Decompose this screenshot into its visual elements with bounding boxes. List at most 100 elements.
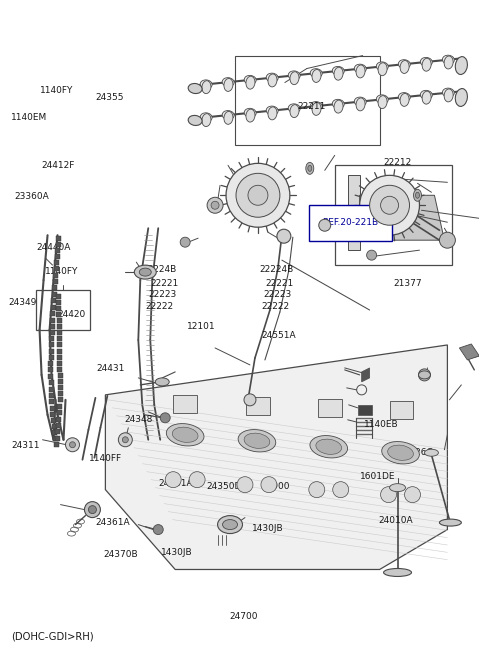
- Bar: [54, 267, 59, 271]
- Bar: [36, 290, 90, 330]
- Circle shape: [439, 233, 456, 248]
- Ellipse shape: [376, 62, 388, 71]
- Bar: [53, 436, 58, 441]
- Ellipse shape: [310, 102, 322, 111]
- Ellipse shape: [444, 89, 453, 102]
- Bar: [51, 305, 56, 310]
- Bar: [58, 391, 63, 396]
- Circle shape: [405, 487, 420, 502]
- Circle shape: [189, 472, 205, 488]
- Bar: [56, 293, 61, 299]
- Ellipse shape: [398, 92, 410, 102]
- Bar: [49, 348, 54, 354]
- Ellipse shape: [422, 58, 431, 71]
- Bar: [235, 56, 380, 145]
- Ellipse shape: [306, 162, 314, 174]
- Ellipse shape: [288, 71, 300, 80]
- Circle shape: [70, 441, 75, 448]
- Text: (DOHC-GDI>RH): (DOHC-GDI>RH): [11, 631, 94, 641]
- Text: 24361A: 24361A: [96, 517, 130, 527]
- Ellipse shape: [139, 268, 151, 276]
- Polygon shape: [360, 195, 444, 240]
- Ellipse shape: [378, 96, 387, 109]
- Ellipse shape: [413, 189, 421, 201]
- Circle shape: [333, 481, 348, 498]
- Bar: [49, 343, 54, 347]
- Text: 21126C: 21126C: [398, 449, 432, 457]
- Bar: [56, 423, 61, 428]
- Text: 1140FF: 1140FF: [89, 454, 122, 462]
- Bar: [50, 318, 55, 322]
- Ellipse shape: [268, 107, 277, 120]
- Ellipse shape: [334, 100, 343, 113]
- Bar: [58, 361, 62, 365]
- Bar: [52, 430, 58, 436]
- Circle shape: [211, 201, 219, 209]
- Ellipse shape: [310, 69, 322, 78]
- Bar: [52, 286, 57, 290]
- Circle shape: [319, 219, 331, 231]
- Bar: [57, 330, 62, 335]
- Circle shape: [160, 413, 170, 422]
- Ellipse shape: [312, 69, 321, 83]
- Ellipse shape: [312, 102, 321, 115]
- Bar: [58, 379, 63, 384]
- Ellipse shape: [443, 55, 455, 64]
- Ellipse shape: [420, 90, 432, 100]
- Ellipse shape: [244, 108, 256, 117]
- Bar: [55, 436, 60, 441]
- Text: 1140EB: 1140EB: [363, 420, 398, 429]
- Ellipse shape: [384, 569, 411, 576]
- Ellipse shape: [382, 441, 420, 464]
- Ellipse shape: [400, 60, 409, 73]
- Circle shape: [180, 237, 190, 247]
- Circle shape: [381, 196, 398, 214]
- Bar: [56, 242, 60, 247]
- Bar: [53, 279, 58, 284]
- Text: 24349: 24349: [8, 298, 36, 307]
- Bar: [48, 374, 53, 379]
- Bar: [50, 311, 56, 316]
- Circle shape: [153, 525, 163, 534]
- Ellipse shape: [134, 265, 156, 279]
- Ellipse shape: [398, 60, 410, 69]
- Text: 24551A: 24551A: [262, 331, 296, 340]
- Circle shape: [370, 185, 409, 225]
- Ellipse shape: [334, 67, 343, 80]
- Bar: [55, 248, 60, 253]
- Bar: [49, 330, 55, 335]
- Polygon shape: [106, 345, 447, 569]
- Bar: [50, 412, 55, 417]
- Bar: [57, 348, 62, 354]
- Ellipse shape: [390, 483, 406, 492]
- Polygon shape: [348, 176, 360, 250]
- Text: 21377: 21377: [393, 278, 422, 288]
- Ellipse shape: [200, 80, 212, 89]
- Circle shape: [207, 197, 223, 214]
- Ellipse shape: [223, 519, 238, 530]
- Text: 1140FY: 1140FY: [40, 86, 73, 96]
- Circle shape: [165, 472, 181, 488]
- Circle shape: [367, 250, 377, 260]
- Text: 24361A: 24361A: [158, 479, 193, 487]
- Circle shape: [122, 437, 128, 443]
- Ellipse shape: [443, 88, 455, 97]
- Text: 23360A: 23360A: [14, 193, 49, 201]
- Bar: [57, 324, 62, 329]
- Ellipse shape: [246, 76, 255, 89]
- Ellipse shape: [310, 436, 348, 458]
- Bar: [49, 400, 54, 405]
- Ellipse shape: [420, 58, 432, 66]
- Ellipse shape: [266, 73, 278, 82]
- Text: 22222: 22222: [262, 302, 289, 311]
- Ellipse shape: [167, 424, 204, 446]
- Ellipse shape: [388, 445, 413, 460]
- Text: 22224B: 22224B: [142, 265, 176, 274]
- Ellipse shape: [316, 439, 342, 455]
- Bar: [48, 367, 53, 373]
- Bar: [57, 354, 62, 360]
- Ellipse shape: [356, 98, 365, 111]
- Ellipse shape: [308, 165, 312, 172]
- Circle shape: [65, 438, 80, 452]
- Bar: [57, 410, 62, 415]
